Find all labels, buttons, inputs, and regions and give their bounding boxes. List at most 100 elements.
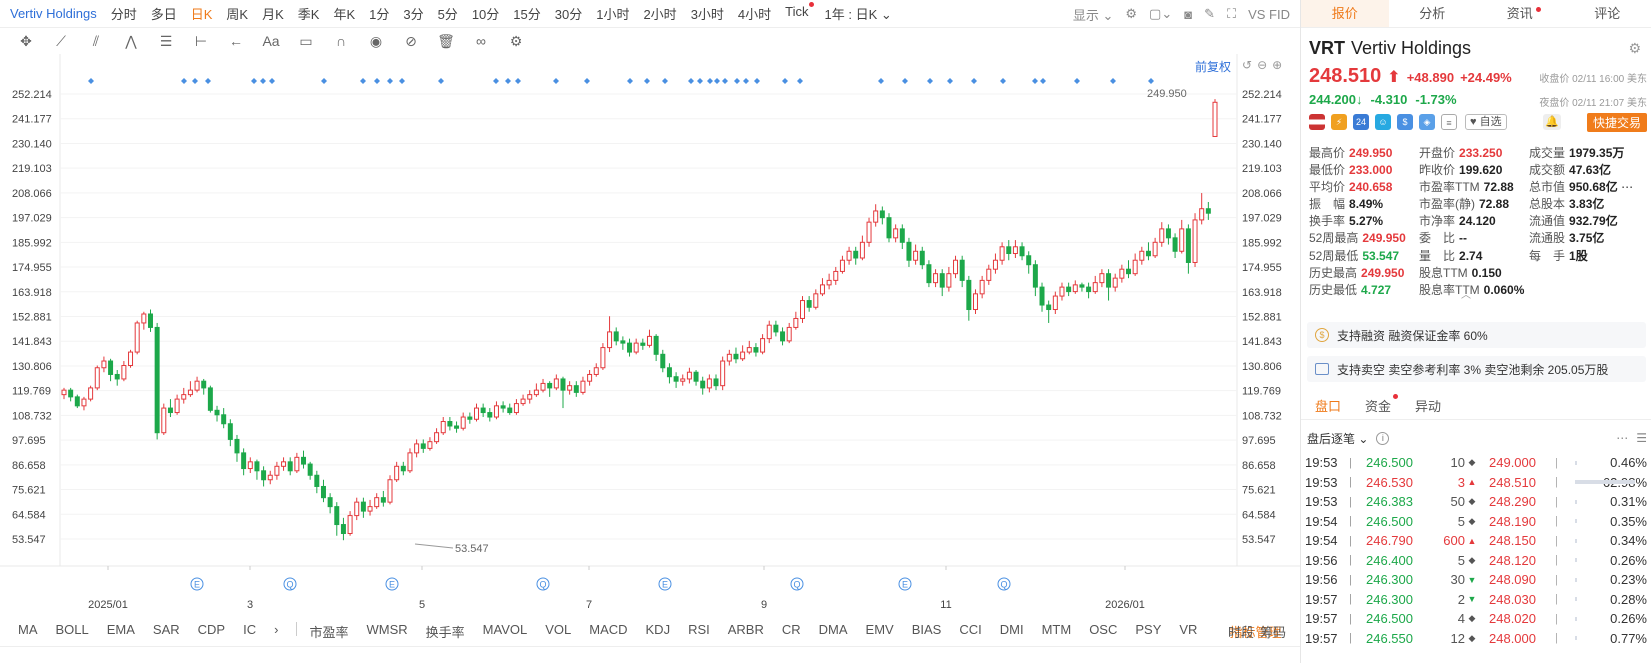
- indicator-16[interactable]: DMA: [818, 621, 848, 637]
- period-16[interactable]: 4小时: [737, 7, 772, 22]
- session-button[interactable]: 时段: [1227, 624, 1254, 640]
- pen-icon[interactable]: ✎: [1204, 6, 1215, 21]
- panel-settings-icon[interactable]: ⚙: [1628, 40, 1641, 56]
- gear-icon[interactable]: ⚙: [509, 32, 523, 49]
- indicator-0[interactable]: MA: [18, 621, 38, 637]
- period-1[interactable]: 多日: [150, 7, 177, 22]
- indicator-11[interactable]: MACD: [589, 621, 628, 637]
- panel-tab-0[interactable]: 报价: [1301, 0, 1389, 27]
- indicator-13[interactable]: RSI: [688, 621, 710, 637]
- indicator-more-icon[interactable]: ›: [274, 621, 279, 637]
- margin-banner[interactable]: $ 支持融资 融资保证金率 60%: [1307, 322, 1646, 348]
- indicator-23[interactable]: PSY: [1135, 621, 1162, 637]
- symbol-title[interactable]: Vertiv Holdings: [10, 6, 97, 21]
- settings-icon[interactable]: ⚙: [1125, 6, 1138, 21]
- more-stats-icon[interactable]: ⋯: [1617, 180, 1634, 195]
- arrow-tool-icon[interactable]: ←: [229, 33, 243, 49]
- indicator-manage-button[interactable]: 指标管理: [1229, 624, 1282, 640]
- period-8[interactable]: 3分: [403, 7, 424, 22]
- indicator-17[interactable]: EMV: [865, 621, 894, 637]
- fib-tool-icon[interactable]: ☰: [159, 32, 173, 49]
- indicator-1[interactable]: BOLL: [55, 621, 89, 637]
- channel-tool-icon[interactable]: ⫽: [92, 32, 100, 49]
- period-14[interactable]: 2小时: [643, 7, 677, 22]
- collapse-chevron-icon[interactable]: ︿: [1461, 290, 1471, 301]
- panel-tab-3[interactable]: 评论: [1594, 6, 1621, 21]
- period-5[interactable]: 季K: [297, 7, 320, 22]
- 24h-icon[interactable]: 24: [1353, 114, 1369, 130]
- indicator-12[interactable]: KDJ: [645, 621, 671, 637]
- link-icon[interactable]: ∞: [476, 33, 486, 49]
- line-tool-icon[interactable]: ⟋: [56, 32, 66, 49]
- period-12[interactable]: 30分: [554, 7, 583, 22]
- indicator-6[interactable]: 市盈率: [309, 624, 349, 640]
- indicator-4[interactable]: CDP: [197, 621, 226, 637]
- candlestick-chart[interactable]: 252.214 252.214 241.177 241.177 230.140 230.1…: [0, 54, 1300, 614]
- s-icon[interactable]: $: [1397, 114, 1413, 130]
- period-4[interactable]: 月K: [262, 7, 284, 22]
- restore-adjust-button[interactable]: 前复权: [1195, 60, 1232, 74]
- indicator-5[interactable]: IC: [243, 621, 257, 637]
- panel-tab-1[interactable]: 分析: [1419, 6, 1446, 21]
- detail-tab-0[interactable]: 盘口: [1315, 399, 1342, 414]
- period-13[interactable]: 1小时: [596, 7, 630, 22]
- eye-icon[interactable]: ◉: [369, 32, 383, 49]
- period-15[interactable]: 3小时: [690, 7, 724, 22]
- more-icon[interactable]: ⋯: [1616, 431, 1629, 445]
- display-menu[interactable]: 显示 ⌄: [1072, 7, 1114, 23]
- text-tool-icon[interactable]: Aa: [262, 33, 280, 49]
- period-select[interactable]: 1年 : 日K ⌄: [824, 7, 892, 22]
- hide-icon[interactable]: ⊘: [405, 32, 417, 49]
- chips-button[interactable]: 筹码: [1259, 624, 1286, 640]
- lightning-icon[interactable]: ⚡: [1331, 114, 1347, 130]
- bell-icon[interactable]: 🔔: [1543, 114, 1561, 130]
- period-0[interactable]: 分时: [110, 7, 137, 22]
- period-9[interactable]: 5分: [437, 7, 458, 22]
- fullscreen-icon[interactable]: ⛶: [1226, 6, 1237, 21]
- tag-icon[interactable]: ◈: [1419, 114, 1435, 130]
- period-17[interactable]: Tick: [785, 2, 814, 23]
- indicator-24[interactable]: VR: [1179, 621, 1198, 637]
- layout-icon[interactable]: ▢⌄: [1149, 6, 1173, 21]
- indicator-8[interactable]: 换手率: [425, 624, 465, 640]
- indicator-19[interactable]: CCI: [959, 621, 982, 637]
- ticks-title[interactable]: 盘后逐笔 ⌄: [1307, 431, 1369, 446]
- period-10[interactable]: 10分: [471, 7, 500, 22]
- period-6[interactable]: 年K: [333, 7, 356, 22]
- indicator-18[interactable]: BIAS: [911, 621, 942, 637]
- crosshair-icon[interactable]: ✥: [20, 32, 32, 49]
- detail-tab-1[interactable]: 资金: [1365, 394, 1399, 415]
- indicator-14[interactable]: ARBR: [727, 621, 764, 637]
- indicator-9[interactable]: MAVOL: [482, 621, 528, 637]
- indicator-21[interactable]: MTM: [1041, 621, 1072, 637]
- indicator-7[interactable]: WMSR: [366, 621, 408, 637]
- short-banner[interactable]: 支持卖空 卖空参考利率 3% 卖空池剩余 205.05万股: [1307, 356, 1646, 382]
- indicator-3[interactable]: SAR: [152, 621, 180, 637]
- indicator-2[interactable]: EMA: [106, 621, 135, 637]
- indicator-15[interactable]: CR: [781, 621, 801, 637]
- indicator-10[interactable]: VOL: [545, 621, 572, 637]
- smile-icon[interactable]: ☺: [1375, 114, 1391, 130]
- compare-button[interactable]: VS FID: [1248, 6, 1290, 22]
- reset-icon[interactable]: ↺: [1242, 58, 1253, 72]
- zoom-in-icon[interactable]: ⊕: [1272, 58, 1283, 72]
- trash-icon[interactable]: 🗑: [437, 32, 455, 49]
- quick-trade-button[interactable]: 快捷交易: [1586, 113, 1647, 132]
- comment-tool-icon[interactable]: ▭: [299, 32, 313, 49]
- period-3[interactable]: 周K: [226, 7, 249, 22]
- indicator-22[interactable]: OSC: [1089, 621, 1118, 637]
- panel-tab-2[interactable]: 资讯: [1476, 0, 1564, 27]
- pattern-tool-icon[interactable]: ⋀: [125, 32, 137, 49]
- indicator-20[interactable]: DMI: [999, 621, 1024, 637]
- period-11[interactable]: 15分: [513, 7, 541, 22]
- camera-icon[interactable]: ◙: [1184, 6, 1193, 22]
- period-2[interactable]: 日K: [190, 7, 213, 22]
- list-icon[interactable]: ☰: [1636, 431, 1647, 445]
- period-7[interactable]: 1分: [369, 7, 390, 22]
- note-icon[interactable]: ≡: [1441, 114, 1457, 130]
- info-icon[interactable]: i: [1376, 431, 1390, 445]
- detail-tab-2[interactable]: 异动: [1415, 399, 1442, 414]
- add-watchlist-button[interactable]: ♥ 自选: [1465, 114, 1507, 130]
- magnet-icon[interactable]: ∩: [335, 33, 347, 49]
- measure-tool-icon[interactable]: ⊢: [194, 32, 208, 49]
